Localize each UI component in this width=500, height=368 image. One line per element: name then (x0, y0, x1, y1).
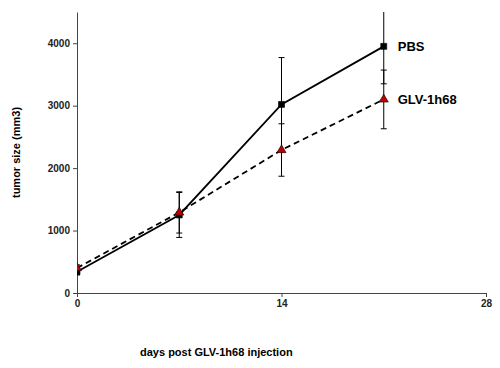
series-label: GLV-1h68 (398, 92, 457, 107)
y-tick: 1000 (48, 225, 77, 236)
error-bar-cap (381, 70, 387, 71)
x-tick-mark (77, 293, 78, 297)
data-layer (77, 12, 388, 275)
error-bar-cap (279, 123, 285, 124)
error-bar-cap (176, 233, 182, 234)
y-axis-title: tumor size (mm3) (10, 107, 22, 198)
marker (77, 263, 82, 271)
y-axis: 0 1000 2000 3000 4000 (48, 13, 78, 299)
x-tick: 14 (276, 293, 288, 309)
y-tick: 2000 (48, 163, 77, 174)
series-line (77, 46, 384, 271)
x-tick-label: 14 (276, 298, 288, 309)
x-axis: 0 14 28 (75, 293, 493, 309)
x-tick-label: 28 (481, 298, 493, 309)
y-tick-mark (73, 168, 77, 169)
error-bar-cap (381, 128, 387, 129)
x-tick: 0 (75, 293, 81, 309)
x-tick-mark (486, 293, 487, 297)
y-tick: 4000 (48, 38, 77, 49)
y-tick-label: 0 (64, 288, 70, 299)
marker (175, 207, 184, 215)
y-tick-label: 1000 (48, 225, 71, 236)
error-bar-cap (176, 191, 182, 192)
marker (381, 43, 387, 49)
x-tick: 28 (481, 293, 493, 309)
y-tick-mark (73, 231, 77, 232)
plot-area: 0 14 28 0 1000 2000 3000 4000 PBS GLV-1h68 (48, 9, 493, 309)
y-tick-mark (73, 106, 77, 107)
marker (279, 101, 285, 107)
y-tick: 0 (64, 288, 77, 299)
x-tick-label: 0 (75, 298, 81, 309)
y-tick-label: 4000 (48, 38, 71, 49)
series-label: PBS (398, 39, 425, 54)
chart: 0 14 28 0 1000 2000 3000 4000 PBS GLV-1h68 days po… (0, 0, 500, 368)
y-tick-mark (73, 293, 77, 294)
series-line (77, 99, 384, 268)
y-axis-line (77, 13, 78, 294)
x-axis-title: days post GLV-1h68 injection (140, 346, 293, 358)
error-bar-cap (279, 57, 285, 58)
y-tick-label: 3000 (48, 100, 71, 111)
error-bar-cap (176, 237, 182, 238)
y-tick-label: 2000 (48, 163, 71, 174)
error-bar-cap (279, 176, 285, 177)
y-tick-mark (73, 43, 77, 44)
marker (379, 94, 388, 102)
marker (277, 145, 286, 153)
x-tick-mark (282, 293, 283, 297)
y-tick: 3000 (48, 100, 77, 111)
